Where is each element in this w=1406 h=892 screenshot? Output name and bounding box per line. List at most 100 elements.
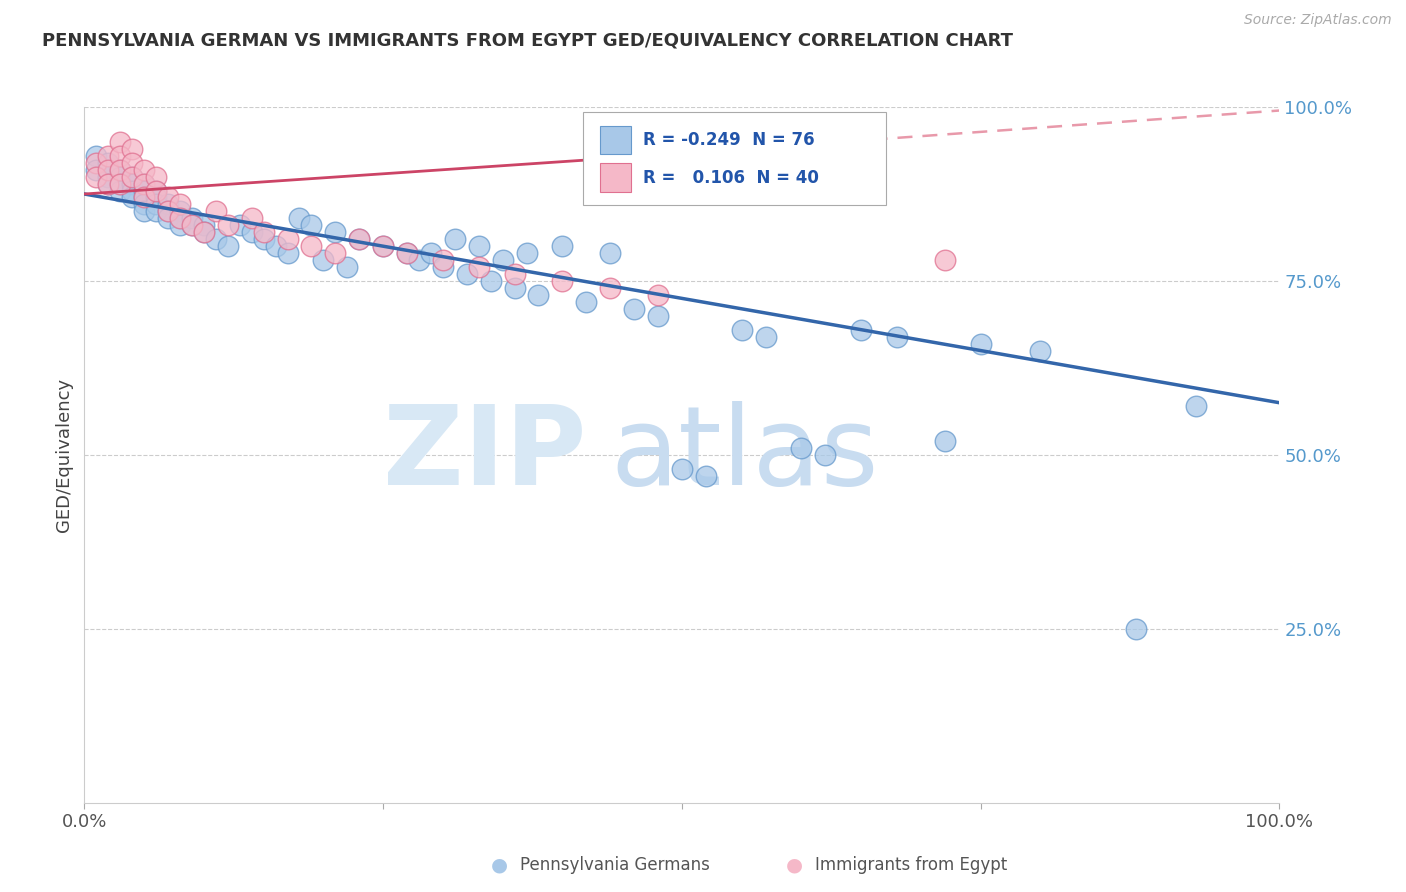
Point	[970, 336, 993, 351]
Point	[851, 323, 873, 337]
Text: R =   0.106  N = 40: R = 0.106 N = 40	[643, 169, 818, 186]
Text: ●: ●	[786, 855, 803, 875]
Point	[132, 190, 156, 204]
Point	[468, 239, 491, 253]
Point	[132, 177, 156, 191]
Point	[432, 253, 454, 268]
Point	[110, 149, 132, 163]
Point	[205, 232, 228, 246]
Point	[1029, 343, 1052, 358]
Point	[97, 149, 120, 163]
Point	[97, 177, 120, 191]
Text: Pennsylvania Germans: Pennsylvania Germans	[520, 856, 710, 874]
Point	[240, 225, 263, 239]
Point	[277, 246, 299, 260]
Point	[145, 184, 167, 198]
Point	[110, 177, 132, 191]
Point	[110, 135, 132, 149]
Point	[755, 329, 778, 343]
Point	[86, 155, 108, 169]
Point	[169, 204, 191, 219]
Point	[647, 288, 669, 302]
Point	[312, 253, 335, 268]
Point	[157, 211, 180, 226]
Point	[97, 155, 120, 169]
Point	[373, 239, 395, 253]
Point	[97, 162, 120, 177]
Point	[349, 232, 371, 246]
Point	[1185, 399, 1208, 413]
Point	[145, 197, 167, 211]
Point	[121, 155, 143, 169]
Point	[575, 294, 598, 309]
Point	[229, 219, 252, 233]
Point	[516, 246, 538, 260]
Point	[301, 239, 323, 253]
Point	[264, 239, 287, 253]
Point	[695, 468, 717, 483]
Point	[373, 239, 395, 253]
Point	[145, 190, 167, 204]
Point	[253, 225, 276, 239]
Point	[790, 441, 813, 455]
Point	[444, 232, 467, 246]
Y-axis label: GED/Equivalency: GED/Equivalency	[55, 378, 73, 532]
Point	[121, 184, 143, 198]
Point	[492, 253, 515, 268]
Point	[599, 281, 621, 295]
Point	[132, 204, 156, 219]
Point	[121, 142, 143, 156]
Text: ZIP: ZIP	[382, 401, 586, 508]
Point	[132, 177, 156, 191]
Point	[301, 219, 323, 233]
Point	[86, 162, 108, 177]
Point	[396, 246, 419, 260]
Point	[132, 190, 156, 204]
Point	[145, 184, 167, 198]
Point	[731, 323, 754, 337]
Point	[181, 219, 204, 233]
Text: PENNSYLVANIA GERMAN VS IMMIGRANTS FROM EGYPT GED/EQUIVALENCY CORRELATION CHART: PENNSYLVANIA GERMAN VS IMMIGRANTS FROM E…	[42, 31, 1014, 49]
Point	[456, 267, 478, 281]
Point	[169, 211, 191, 226]
Point	[97, 169, 120, 184]
Point	[132, 197, 156, 211]
Point	[551, 274, 574, 288]
Point	[110, 184, 132, 198]
Point	[193, 219, 215, 233]
Point	[121, 169, 143, 184]
Point	[193, 225, 215, 239]
Point	[886, 329, 908, 343]
Point	[157, 204, 180, 219]
Point	[551, 239, 574, 253]
Point	[240, 211, 263, 226]
Point	[814, 448, 837, 462]
Point	[253, 232, 276, 246]
Point	[110, 169, 132, 184]
Point	[121, 169, 143, 184]
Point	[479, 274, 502, 288]
Text: Source: ZipAtlas.com: Source: ZipAtlas.com	[1244, 13, 1392, 28]
Point	[503, 267, 526, 281]
Point	[110, 162, 132, 177]
Point	[205, 204, 228, 219]
Point	[169, 219, 191, 233]
Point	[97, 177, 120, 191]
Point	[193, 225, 215, 239]
Text: Immigrants from Egypt: Immigrants from Egypt	[815, 856, 1008, 874]
Point	[217, 239, 239, 253]
Point	[181, 219, 204, 233]
Point	[396, 246, 419, 260]
Point	[121, 177, 143, 191]
Point	[934, 434, 956, 448]
Point	[527, 288, 550, 302]
Point	[503, 281, 526, 295]
Point	[288, 211, 311, 226]
Point	[110, 162, 132, 177]
Point	[169, 211, 191, 226]
Point	[86, 149, 108, 163]
Point	[623, 301, 645, 316]
Point	[277, 232, 299, 246]
Point	[217, 219, 239, 233]
Point	[145, 204, 167, 219]
